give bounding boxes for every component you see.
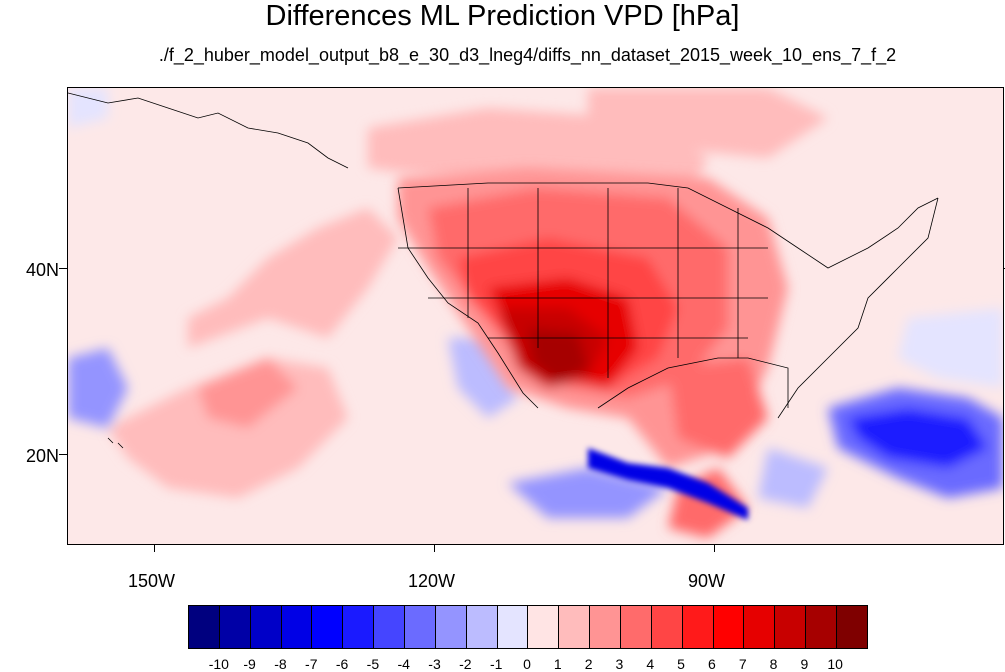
colorbar-swatch xyxy=(466,606,498,648)
colorbar-tick-label: -6 xyxy=(335,656,349,672)
map-panel xyxy=(67,87,1004,545)
colorbar-swatch xyxy=(837,606,867,648)
colorbar-tick-label: -2 xyxy=(459,656,472,672)
colorbar-tick-label: 1 xyxy=(553,656,562,672)
colorbar-tick-label: -4 xyxy=(397,656,410,672)
coastal-negative-strip xyxy=(588,448,748,520)
colorbar-tick-label: -9 xyxy=(243,656,256,672)
colorbar-tick-label: 4 xyxy=(646,656,655,672)
lat-tick xyxy=(59,454,67,455)
colorbar-tick-label: 2 xyxy=(584,656,593,672)
plot-subtitle: ./f_2_huber_model_output_b8_e_30_d3_lneg… xyxy=(158,45,897,65)
colorbar-swatch xyxy=(281,606,313,648)
lon-tick xyxy=(714,544,715,552)
lat-label-20n: 20N xyxy=(26,446,60,466)
colorbar-swatch xyxy=(775,606,807,648)
lon-label-90w: 90W xyxy=(688,571,726,591)
negative-anomalies xyxy=(68,88,1003,518)
colorbar-tick-label: 5 xyxy=(677,656,685,672)
colorbar-swatch xyxy=(405,606,436,648)
colorbar-tick-label: 3 xyxy=(615,656,624,672)
colorbar-swatch xyxy=(651,606,683,648)
lat-tick xyxy=(59,268,67,269)
colorbar-swatch xyxy=(374,606,406,648)
colorbar-tick-label: -7 xyxy=(305,656,318,672)
colorbar-swatch xyxy=(343,606,375,648)
lat-label-40n: 40N xyxy=(26,260,60,280)
colorbar-tick-label: -10 xyxy=(208,656,229,672)
colorbar-swatch xyxy=(806,606,838,648)
colorbar-tick-label: -8 xyxy=(274,656,287,672)
continental-positive-anomaly xyxy=(398,168,788,538)
colorbar-tick-label: 9 xyxy=(800,656,809,672)
lon-label-150w: 150W xyxy=(128,571,176,591)
lon-tick xyxy=(154,544,155,552)
colorbar-tick-label: -1 xyxy=(489,656,503,672)
colorbar-tick-label: 6 xyxy=(708,656,716,672)
colorbar-swatch xyxy=(528,606,560,648)
colorbar-swatch xyxy=(682,606,714,648)
colorbar-swatch xyxy=(250,606,282,648)
lon-label-120w: 120W xyxy=(408,571,456,591)
colorbar-tick-label: -5 xyxy=(366,656,380,672)
colorbar-tick-label: 0 xyxy=(523,656,531,672)
colorbar-swatch xyxy=(312,606,344,648)
pacific-positive-anomaly xyxy=(108,88,828,498)
colorbar-swatch xyxy=(621,606,652,648)
colorbar-swatch xyxy=(435,606,467,648)
colorbar-swatch xyxy=(497,606,529,648)
lat-tick xyxy=(1003,268,1005,269)
colorbar-swatch xyxy=(590,606,622,648)
plot-title: Differences ML Prediction VPD [hPa] xyxy=(265,0,740,32)
colorbar-swatch xyxy=(559,606,591,648)
colorbar-tick-label: 8 xyxy=(769,656,778,672)
political-boundaries xyxy=(68,92,939,449)
colorbar-tick-label: 10 xyxy=(827,656,843,672)
colorbar xyxy=(188,605,868,649)
lon-tick xyxy=(434,544,435,552)
colorbar-swatch xyxy=(744,606,776,648)
colorbar-swatch xyxy=(713,606,745,648)
colorbar-tick-label: 7 xyxy=(738,656,747,672)
colorbar-tick-label: -3 xyxy=(428,656,441,672)
colorbar-swatch xyxy=(189,606,220,648)
colorbar-swatch xyxy=(219,606,251,648)
vpd-difference-field xyxy=(68,88,1003,544)
